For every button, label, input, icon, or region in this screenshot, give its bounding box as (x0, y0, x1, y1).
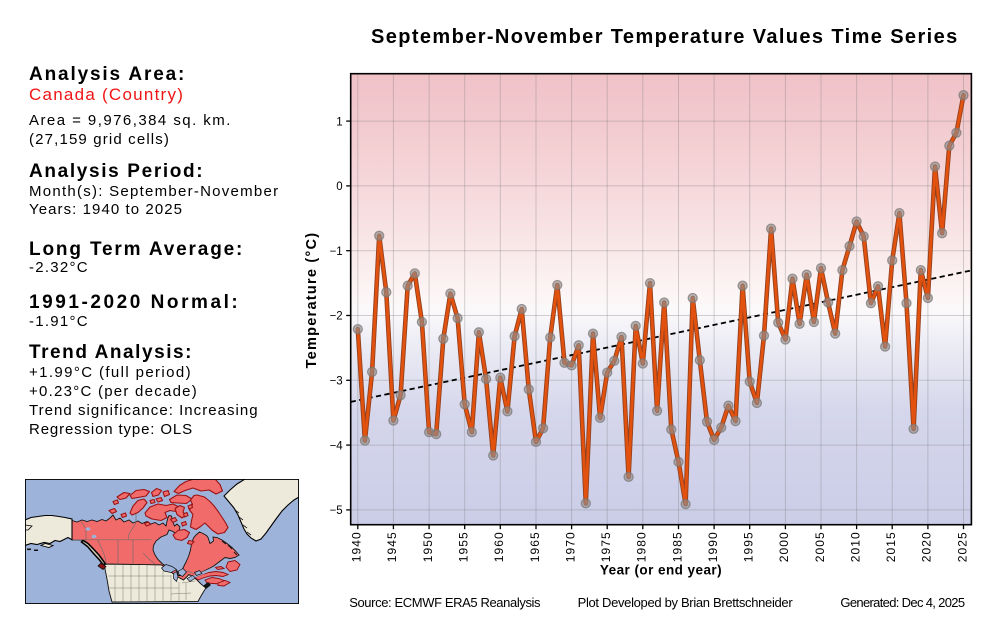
svg-text:2015: 2015 (884, 531, 898, 562)
svg-text:Year (or end year): Year (or end year) (600, 563, 722, 578)
svg-text:−1: −1 (330, 246, 343, 258)
svg-text:1970: 1970 (563, 531, 577, 562)
svg-text:1975: 1975 (599, 531, 613, 562)
svg-text:2020: 2020 (920, 531, 934, 562)
svg-text:−3: −3 (330, 376, 343, 388)
svg-text:2025: 2025 (955, 531, 969, 562)
svg-text:2010: 2010 (848, 531, 862, 562)
svg-text:1960: 1960 (492, 531, 506, 562)
svg-text:1990: 1990 (706, 531, 720, 562)
svg-text:−4: −4 (330, 440, 344, 452)
svg-text:1: 1 (336, 116, 342, 128)
svg-text:0: 0 (336, 181, 342, 193)
svg-text:2000: 2000 (777, 531, 791, 562)
svg-text:2005: 2005 (813, 531, 827, 562)
svg-text:1945: 1945 (385, 531, 399, 562)
svg-text:1965: 1965 (528, 531, 542, 562)
svg-text:1955: 1955 (457, 531, 471, 562)
svg-text:1950: 1950 (421, 531, 435, 562)
svg-text:1980: 1980 (635, 531, 649, 562)
svg-text:−2: −2 (330, 311, 343, 323)
svg-text:Temperature (°C): Temperature (°C) (304, 232, 320, 369)
svg-text:−5: −5 (330, 505, 343, 517)
svg-text:1940: 1940 (350, 531, 364, 562)
svg-text:1985: 1985 (670, 531, 684, 562)
svg-text:1995: 1995 (742, 531, 756, 562)
